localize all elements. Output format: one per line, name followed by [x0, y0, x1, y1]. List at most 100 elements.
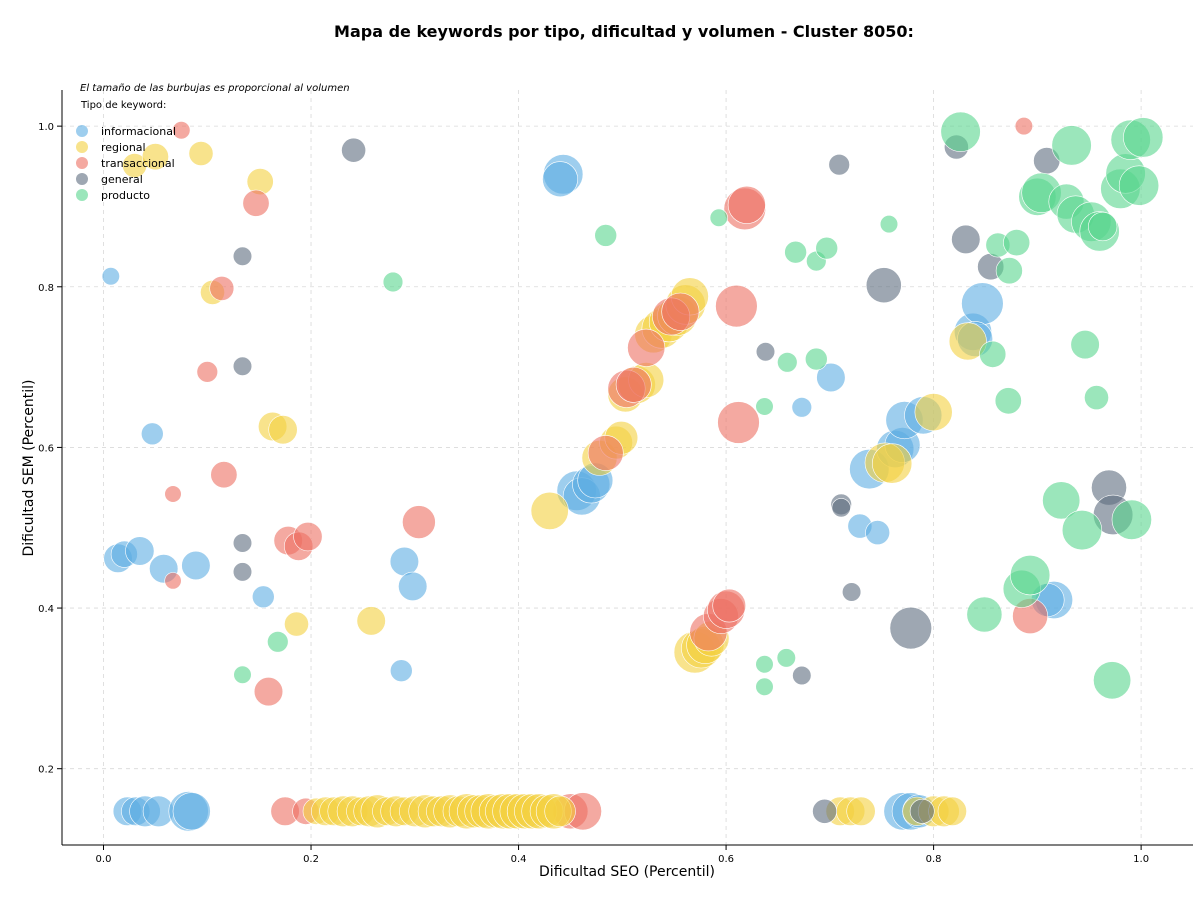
bubble-general: [831, 498, 851, 518]
bubble-transaccional: [715, 284, 758, 328]
x-tick-label: 0.6: [718, 854, 734, 865]
bubble-producto: [1051, 125, 1092, 166]
bubble-transaccional: [402, 505, 436, 539]
legend: Tipo de keyword: informacional regional tr…: [76, 100, 176, 202]
bubble-transaccional: [253, 676, 284, 707]
bubble-producto: [1070, 330, 1100, 360]
grid-lines: [62, 90, 1193, 845]
bubble-transaccional: [293, 521, 323, 552]
bubble-producto: [382, 271, 404, 293]
bubble-producto: [755, 397, 774, 416]
bubble-producto: [879, 215, 899, 234]
bubble-regional: [544, 795, 576, 827]
bubble-producto: [1088, 211, 1118, 242]
bubble-producto: [995, 257, 1023, 285]
bubble-transaccional: [727, 185, 766, 224]
bubble-producto: [776, 648, 796, 668]
bubble-producto: [784, 240, 807, 264]
legend-marker-regional: [76, 141, 88, 153]
bubble-producto: [777, 352, 798, 373]
bubble-transaccional: [1014, 116, 1034, 136]
legend-marker-general: [76, 173, 88, 185]
bubble-regional: [284, 611, 309, 637]
bubble-producto: [815, 236, 839, 260]
bubble-general: [232, 246, 253, 266]
y-tick-label: 0.4: [38, 604, 54, 615]
bubble-general: [841, 582, 862, 602]
bubble-regional: [948, 322, 987, 361]
bubble-informacional: [791, 397, 812, 418]
bubble-producto: [1061, 509, 1103, 551]
bubble-regional: [188, 141, 214, 166]
bubble-producto: [233, 665, 252, 684]
bubble-producto: [1084, 385, 1109, 411]
bubble-informacional: [542, 161, 579, 198]
bubble-transaccional: [164, 485, 182, 503]
bubble-transaccional: [615, 366, 652, 403]
y-axis-label: Dificultad SEM (Percentil): [21, 380, 37, 557]
y-tick-label: 1.0: [38, 122, 54, 133]
size-note: El tamaño de las burbujas es proporciona…: [80, 83, 350, 94]
bubble-producto: [709, 208, 728, 227]
bubble-transaccional: [209, 275, 235, 301]
legend-label-regional: regional: [101, 141, 146, 154]
bubble-layer: [101, 111, 1164, 832]
bubble-producto: [1003, 229, 1031, 257]
y-tick-label: 0.8: [38, 283, 54, 294]
bubble-producto: [594, 224, 618, 247]
legend-marker-informacional: [76, 125, 88, 137]
bubble-transaccional: [210, 461, 238, 489]
bubble-transaccional: [172, 121, 191, 140]
bubble-informacional: [125, 536, 155, 566]
x-tick-label: 0.8: [926, 854, 942, 865]
bubble-producto: [966, 596, 1003, 633]
bubble-producto: [1042, 481, 1081, 520]
bubble-transaccional: [242, 189, 270, 217]
legend-title: Tipo de keyword:: [80, 100, 166, 111]
bubble-informacional: [961, 282, 1004, 325]
bubble-producto: [940, 111, 981, 152]
bubble-general: [232, 356, 253, 376]
chart-title: Mapa de keywords por tipo, dificultad y …: [334, 22, 914, 41]
bubble-producto: [1093, 661, 1132, 700]
bubble-informacional: [398, 571, 428, 602]
bubble-general: [341, 137, 367, 163]
bubble-general: [909, 798, 935, 824]
bubble-general: [812, 798, 838, 824]
bubble-regional: [937, 796, 967, 826]
x-tick-label: 0.4: [511, 854, 527, 865]
bubble-informacional: [181, 550, 211, 581]
bubble-producto: [1118, 165, 1160, 206]
bubble-producto: [755, 655, 774, 674]
bubble-informacional: [865, 520, 891, 546]
legend-label-producto: producto: [101, 189, 150, 202]
bubble-general: [828, 154, 850, 176]
bubble-general: [865, 267, 902, 304]
bubble-informacional: [389, 659, 413, 683]
legend-label-transaccional: transaccional: [101, 157, 175, 170]
bubble-transaccional: [712, 588, 747, 623]
legend-marker-producto: [76, 189, 88, 201]
bubble-informacional: [389, 546, 420, 577]
bubble-general: [232, 562, 253, 582]
bubble-informacional: [816, 362, 846, 393]
bubble-regional: [530, 491, 569, 530]
bubble-regional: [871, 443, 913, 484]
bubble-general: [889, 606, 932, 650]
bubble-producto: [755, 677, 774, 696]
x-tick-label: 0.2: [303, 854, 319, 865]
legend-label-general: general: [101, 173, 143, 186]
bubble-general: [951, 224, 981, 254]
bubble-producto: [979, 340, 1007, 368]
bubble-producto: [1111, 499, 1152, 540]
x-axis-label: Dificultad SEO (Percentil): [539, 864, 715, 880]
axis-ticks: 0.0 0.2 0.4 0.6 0.8 1.0 0.2 0.4 0.6 0.8 1.0: [38, 122, 1149, 865]
bubble-transaccional: [627, 328, 666, 367]
bubble-regional: [356, 606, 386, 636]
bubble-producto: [1009, 554, 1051, 596]
x-tick-label: 1.0: [1133, 854, 1149, 865]
bubble-general: [755, 342, 776, 362]
bubble-producto: [1123, 117, 1164, 158]
bubble-informacional: [101, 267, 120, 286]
bubble-regional: [268, 415, 298, 445]
